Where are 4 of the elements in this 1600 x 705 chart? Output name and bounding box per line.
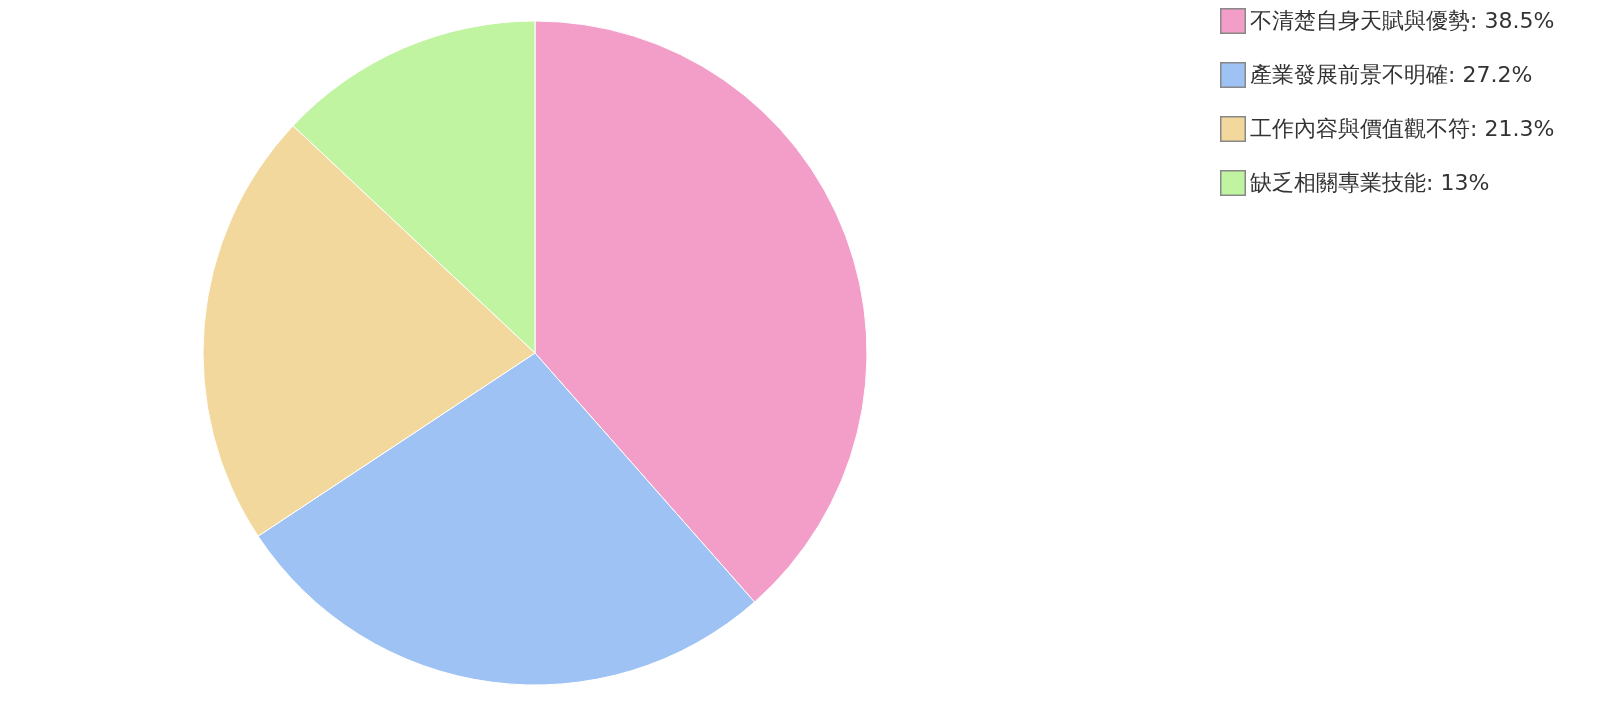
legend-label: 缺乏相關專業技能: 13%	[1250, 170, 1490, 195]
legend-label: 不清楚自身天賦與優勢: 38.5%	[1250, 8, 1555, 33]
legend-label: 產業發展前景不明確: 27.2%	[1250, 62, 1533, 87]
legend-label: 工作內容與價值觀不符: 21.3%	[1250, 116, 1555, 141]
